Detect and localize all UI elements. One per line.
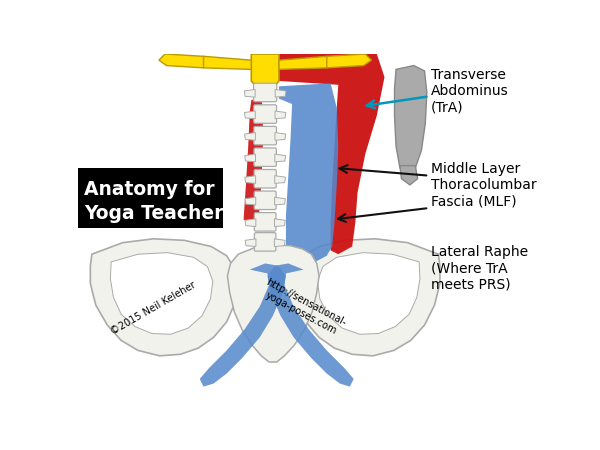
Polygon shape [395, 66, 427, 173]
Polygon shape [110, 252, 213, 334]
Polygon shape [296, 239, 440, 356]
Polygon shape [159, 54, 203, 68]
Polygon shape [400, 166, 418, 185]
FancyBboxPatch shape [254, 170, 276, 188]
Polygon shape [275, 176, 286, 183]
Polygon shape [279, 56, 334, 69]
FancyBboxPatch shape [254, 233, 276, 251]
Polygon shape [244, 96, 263, 223]
FancyBboxPatch shape [254, 126, 277, 145]
Text: Middle Layer
Thoracolumbar
Fascia (MLF): Middle Layer Thoracolumbar Fascia (MLF) [431, 162, 536, 208]
Polygon shape [245, 197, 256, 205]
Polygon shape [244, 111, 255, 119]
Polygon shape [274, 219, 285, 226]
Polygon shape [274, 239, 285, 247]
Polygon shape [245, 133, 256, 140]
Polygon shape [196, 56, 251, 69]
Polygon shape [275, 133, 286, 140]
Polygon shape [245, 239, 256, 247]
Polygon shape [245, 154, 256, 162]
Text: ©2015 Neil Keleher: ©2015 Neil Keleher [109, 279, 198, 337]
FancyBboxPatch shape [254, 105, 277, 123]
Polygon shape [275, 90, 286, 97]
Bar [78, 168, 223, 228]
Text: Anatomy for: Anatomy for [84, 180, 215, 199]
Polygon shape [200, 263, 286, 387]
Polygon shape [244, 90, 255, 97]
Polygon shape [275, 111, 286, 119]
Polygon shape [245, 176, 256, 183]
Text: http://sensational-
yoga-poses.com: http://sensational- yoga-poses.com [259, 278, 348, 339]
Polygon shape [275, 197, 286, 205]
Polygon shape [279, 83, 338, 263]
FancyBboxPatch shape [254, 212, 276, 231]
Text: Lateral Raphe
(Where TrA
meets PRS): Lateral Raphe (Where TrA meets PRS) [431, 245, 528, 291]
Polygon shape [91, 239, 236, 356]
Text: Yoga Teachers: Yoga Teachers [84, 204, 235, 223]
Polygon shape [317, 252, 420, 334]
Polygon shape [268, 263, 354, 387]
FancyBboxPatch shape [254, 191, 276, 210]
FancyBboxPatch shape [254, 148, 277, 166]
Polygon shape [251, 54, 279, 86]
Polygon shape [275, 154, 286, 162]
FancyBboxPatch shape [254, 83, 277, 102]
Polygon shape [245, 219, 256, 226]
Polygon shape [327, 54, 371, 68]
Text: Transverse
Abdominus
(TrA): Transverse Abdominus (TrA) [431, 68, 508, 114]
Polygon shape [227, 245, 319, 362]
Polygon shape [279, 54, 385, 254]
